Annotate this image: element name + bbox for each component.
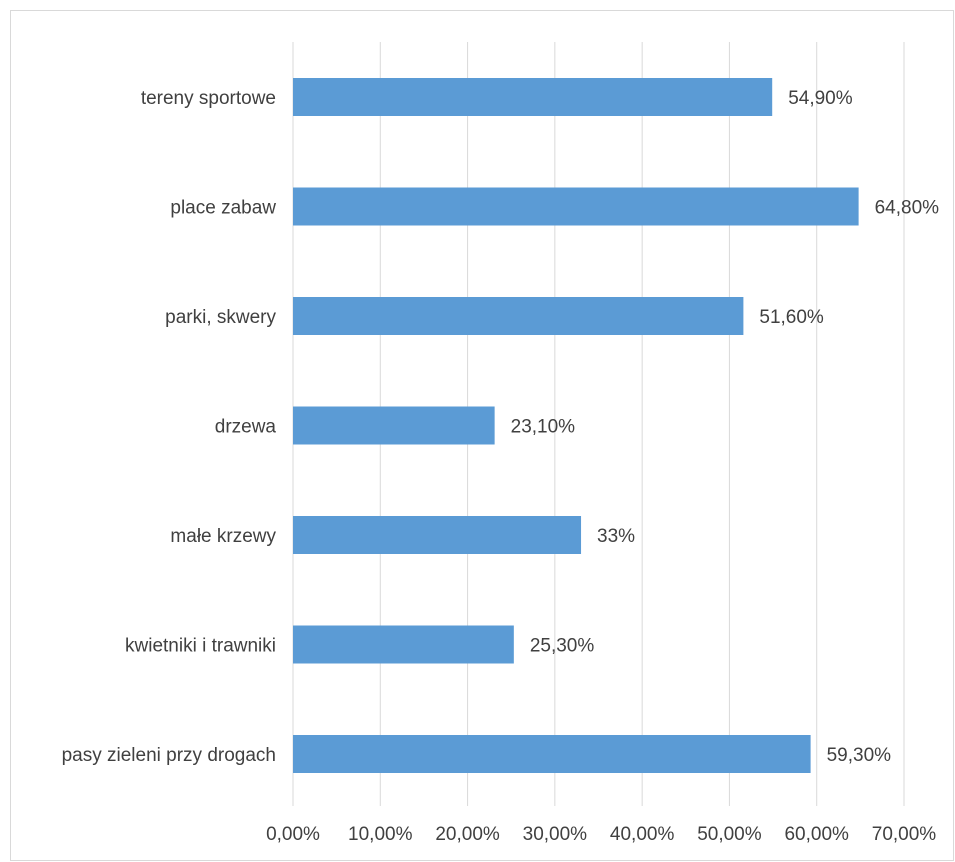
data-label: 25,30% (530, 636, 595, 657)
bar (293, 297, 744, 335)
bar (293, 625, 514, 664)
bar (293, 735, 811, 773)
data-label: 33% (597, 526, 635, 547)
category-label: pasy zieleni przy drogach (62, 745, 276, 766)
x-tick-label: 60,00% (784, 824, 849, 845)
x-tick-label: 30,00% (523, 824, 588, 845)
category-label: parki, skwery (165, 307, 276, 328)
x-tick-label: 20,00% (435, 824, 500, 845)
category-label: place zabaw (170, 198, 276, 219)
bars (293, 78, 859, 773)
bar (293, 406, 495, 445)
gridlines (292, 42, 905, 806)
bar (293, 516, 582, 554)
category-label: tereny sportowe (141, 88, 276, 109)
data-labels: 54,90% 64,80% 51,60% 23,10% 33% 25,30% 59,30% (511, 88, 940, 766)
category-label: drzewa (215, 417, 277, 438)
data-label: 54,90% (788, 88, 853, 109)
data-label: 64,80% (875, 198, 940, 219)
x-tick-label: 40,00% (610, 824, 675, 845)
data-label: 23,10% (511, 417, 576, 438)
x-tick-label: 70,00% (872, 824, 937, 845)
category-labels: tereny sportowe place zabaw parki, skwery d… (62, 88, 277, 766)
x-axis-tick-labels: 0,00% 10,00% 20,00% 30,00% 40,00% 50,00% 60,00… (266, 824, 936, 845)
x-tick-label: 0,00% (266, 824, 320, 845)
x-tick-label: 50,00% (697, 824, 762, 845)
category-label: kwietniki i trawniki (125, 636, 276, 657)
data-label: 59,30% (827, 745, 892, 766)
bar (293, 78, 773, 116)
bar (293, 187, 859, 226)
data-label: 51,60% (759, 307, 824, 328)
x-tick-label: 10,00% (348, 824, 413, 845)
category-label: małe krzewy (170, 526, 276, 547)
